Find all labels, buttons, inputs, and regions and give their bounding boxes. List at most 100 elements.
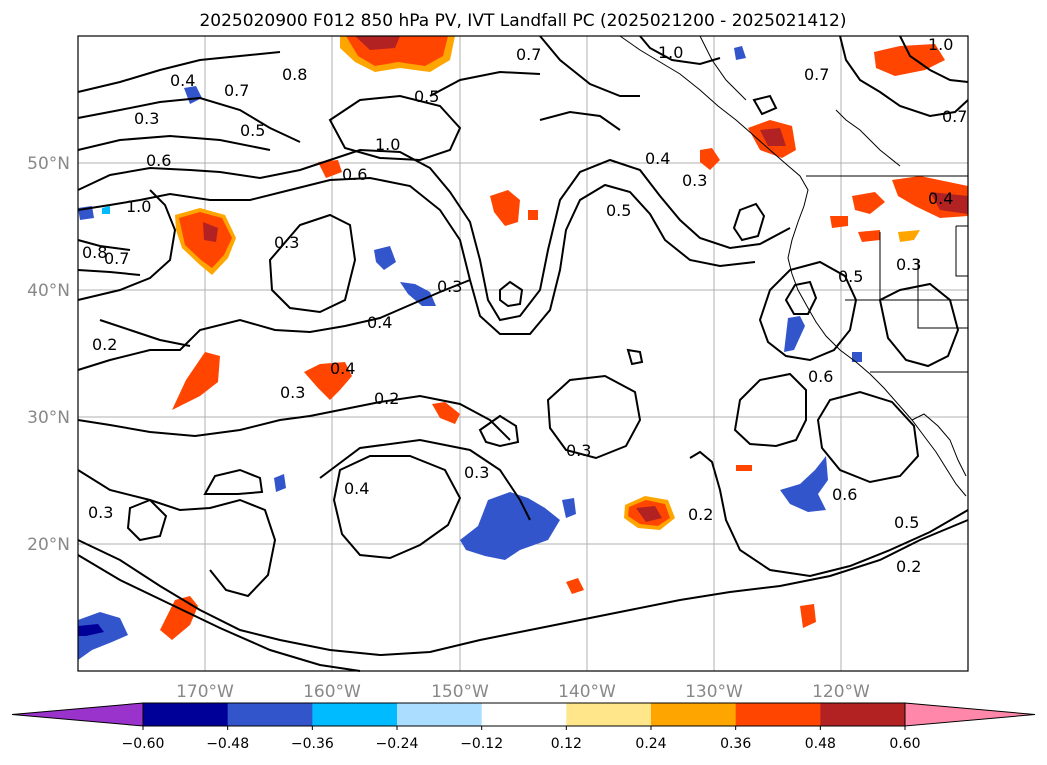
patch-positive (318, 160, 342, 178)
patch-positive (432, 402, 460, 424)
colorbar-tick-label: 0.60 (889, 736, 920, 752)
patch-positive (172, 352, 220, 410)
patch-negative (852, 352, 862, 362)
patch-negative (374, 246, 396, 270)
colorbar-segment (651, 703, 737, 726)
patch-positive (700, 148, 720, 170)
colorbar: −0.60 −0.48 −0.36 −0.24 −0.12 0.12 0.24 0.36 0.4… (11, 702, 1036, 752)
contour-label: 0.3 (682, 171, 707, 190)
contour-label: 0.5 (240, 121, 265, 140)
lon-tick-label: 170°W (176, 682, 234, 702)
lon-tick-label: 130°W (685, 682, 743, 702)
colorbar-segment (735, 703, 821, 726)
patch-negative (784, 316, 805, 352)
patch-positive (566, 578, 584, 594)
contour-labels: 0.7 1.0 0.4 0.7 0.8 0.5 0.3 0.5 1.0 0.6 … (82, 35, 967, 576)
contour-label: 0.8 (282, 65, 307, 84)
patch-positive (760, 128, 786, 146)
contour-label: 0.2 (374, 389, 399, 408)
colorbar-labels: −0.60 −0.48 −0.36 −0.24 −0.12 0.12 0.24 0.36 0.4… (122, 726, 921, 752)
lon-tick-label: 150°W (431, 682, 489, 702)
contour-label: 0.8 (82, 243, 107, 262)
colorbar-segments (11, 702, 1036, 727)
contour-label: 0.6 (808, 367, 833, 386)
contour-label: 0.5 (894, 513, 919, 532)
patch-positive (858, 230, 880, 242)
patch-positive (203, 222, 218, 242)
colorbar-tick-label: −0.24 (376, 736, 419, 752)
colorbar-tick-label: −0.60 (122, 736, 165, 752)
patch-positive (528, 210, 538, 220)
contour-label: 0.5 (606, 201, 631, 220)
shaded-patches (78, 36, 968, 660)
contour-label: 0.3 (280, 383, 305, 402)
lat-tick-label: 50°N (27, 154, 70, 174)
contour-label: 0.7 (104, 249, 129, 268)
contour-label: 0.3 (88, 503, 113, 522)
contour-label: 0.2 (688, 505, 713, 524)
patch-negative (78, 624, 104, 636)
patch-negative (400, 282, 436, 306)
contour-label: 0.4 (645, 149, 670, 168)
colorbar-frame (142, 702, 906, 727)
patch-negative (460, 492, 560, 560)
patch-positive (636, 506, 662, 522)
map-frame (77, 35, 969, 672)
colorbar-segment (397, 703, 483, 726)
map-panel: 0.7 1.0 0.4 0.7 0.8 0.5 0.3 0.5 1.0 0.6 … (77, 35, 969, 672)
contour-label: 0.4 (928, 189, 953, 208)
contour-label: 0.7 (942, 107, 967, 126)
contour-label: 0.3 (566, 441, 591, 460)
contour-label: 1.0 (126, 197, 151, 216)
contour-label: 0.5 (838, 267, 863, 286)
contour-label: 0.3 (274, 233, 299, 252)
contour-label: 0.4 (367, 313, 392, 332)
latitude-labels: 50°N 40°N 30°N 20°N (27, 154, 70, 555)
contour-label: 0.3 (134, 109, 159, 128)
patch-positive (852, 192, 885, 214)
longitude-labels: 170°W 160°W 150°W 140°W 130°W 120°W (176, 682, 870, 702)
patch-negative (780, 456, 828, 512)
contour-label: 0.4 (344, 479, 369, 498)
contour-label: 1.0 (928, 35, 953, 54)
colorbar-tick-label: −0.48 (206, 736, 249, 752)
patch-negative (734, 46, 746, 60)
colorbar-tick-label: 0.24 (635, 736, 666, 752)
colorbar-segment (143, 703, 229, 726)
colorbar-extend-low (11, 702, 144, 727)
patch-positive (736, 465, 752, 471)
contour-label: 1.0 (375, 135, 400, 154)
patch-positive (898, 230, 920, 242)
colorbar-tick-label: −0.12 (460, 736, 503, 752)
contour-label: 0.6 (342, 165, 367, 184)
patch-positive (304, 362, 352, 400)
contour-label: 0.2 (92, 335, 117, 354)
lat-tick-label: 40°N (27, 281, 70, 301)
contour-label: 0.2 (896, 557, 921, 576)
lon-tick-label: 140°W (558, 682, 616, 702)
patch-positive (830, 216, 848, 228)
colorbar-segment (566, 703, 652, 726)
contour-label: 0.7 (804, 65, 829, 84)
patch-positive (355, 36, 400, 50)
map-title: 2025020900 F012 850 hPa PV, IVT Landfall… (199, 11, 846, 31)
contour-label: 0.4 (330, 359, 355, 378)
contour-label: 0.4 (170, 71, 195, 90)
contour-label: 0.3 (437, 277, 462, 296)
colorbar-segment (312, 703, 398, 726)
patch-positive (800, 604, 816, 628)
colorbar-tick-label: −0.36 (291, 736, 334, 752)
patch-positive (490, 190, 520, 226)
colorbar-segment (820, 703, 906, 726)
lon-tick-label: 120°W (812, 682, 870, 702)
contour-label: 0.3 (464, 463, 489, 482)
contour-label: 0.6 (146, 151, 171, 170)
colorbar-segment (481, 703, 567, 726)
lat-tick-label: 20°N (27, 535, 70, 555)
patch-positive (930, 192, 968, 214)
patch-negative (562, 498, 576, 518)
colorbar-tick-label: 0.12 (551, 736, 582, 752)
patch-positive (160, 596, 198, 640)
contour-label: 0.3 (896, 255, 921, 274)
